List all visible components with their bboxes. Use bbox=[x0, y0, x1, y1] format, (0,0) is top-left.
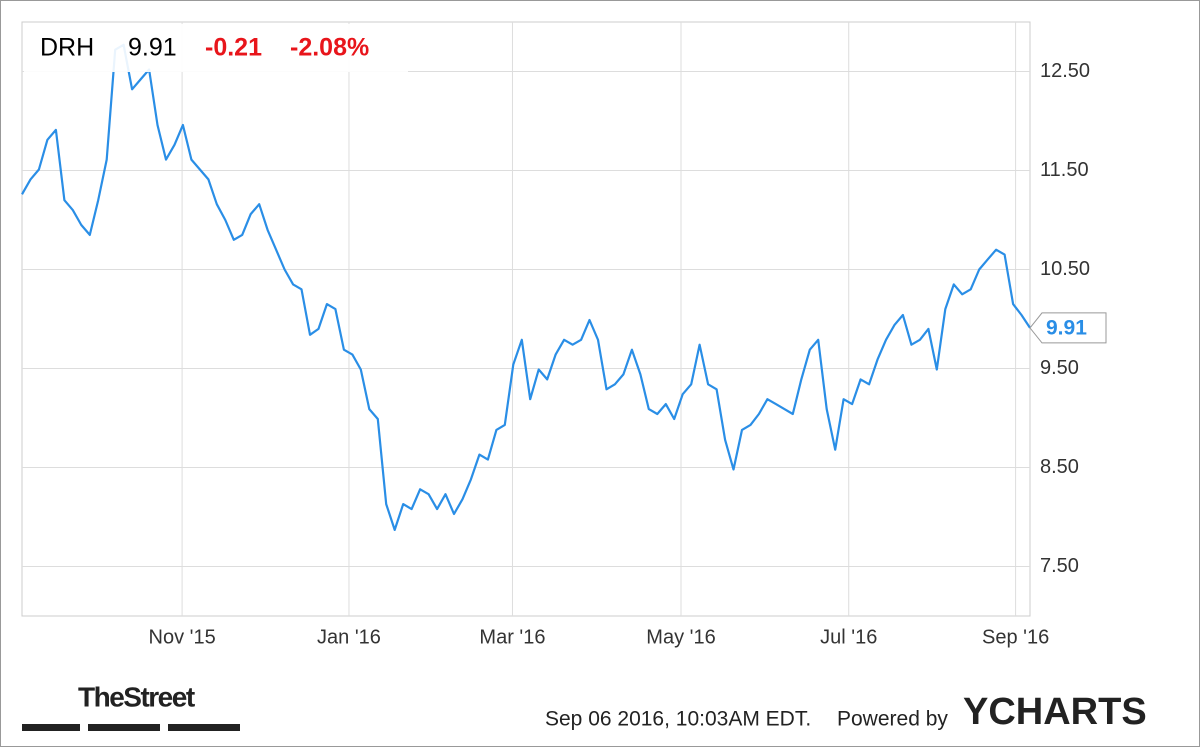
y-tick-label: 11.50 bbox=[1040, 159, 1089, 181]
x-tick-label: Jan '16 bbox=[317, 626, 381, 648]
x-tick-label: Mar '16 bbox=[479, 626, 545, 648]
logo-bar bbox=[22, 724, 80, 731]
price: 9.91 bbox=[128, 34, 177, 62]
y-tick-label: 10.50 bbox=[1040, 258, 1090, 280]
y-tick-label: 9.50 bbox=[1040, 357, 1079, 379]
end-label-box bbox=[1029, 312, 1107, 344]
logo-bar bbox=[88, 724, 160, 731]
change: -0.21 bbox=[205, 34, 262, 62]
brand: YCHARTS bbox=[963, 691, 1147, 733]
x-tick-label: Nov '15 bbox=[149, 626, 216, 648]
change-pct: -2.08% bbox=[290, 34, 369, 62]
price-line bbox=[21, 43, 1031, 531]
plot-area bbox=[21, 21, 1031, 617]
y-tick-label: 12.50 bbox=[1040, 60, 1090, 82]
lines bbox=[21, 43, 1031, 531]
y-tick-label: 8.50 bbox=[1040, 456, 1079, 478]
y-tick-label: 7.50 bbox=[1040, 555, 1079, 577]
powered-by: Powered by bbox=[837, 708, 948, 731]
timestamp: Sep 06 2016, 10:03AM EDT. bbox=[545, 708, 811, 731]
logo-bar bbox=[168, 724, 240, 731]
ticker: DRH bbox=[40, 34, 94, 62]
end-label: 9.91 bbox=[1046, 316, 1087, 339]
grid bbox=[22, 22, 1030, 616]
header-box bbox=[24, 24, 408, 72]
x-tick-label: May '16 bbox=[646, 626, 715, 648]
source: TheStreet bbox=[78, 681, 195, 712]
x-tick-label: Sep '16 bbox=[982, 626, 1049, 648]
x-tick-label: Jul '16 bbox=[820, 626, 877, 648]
